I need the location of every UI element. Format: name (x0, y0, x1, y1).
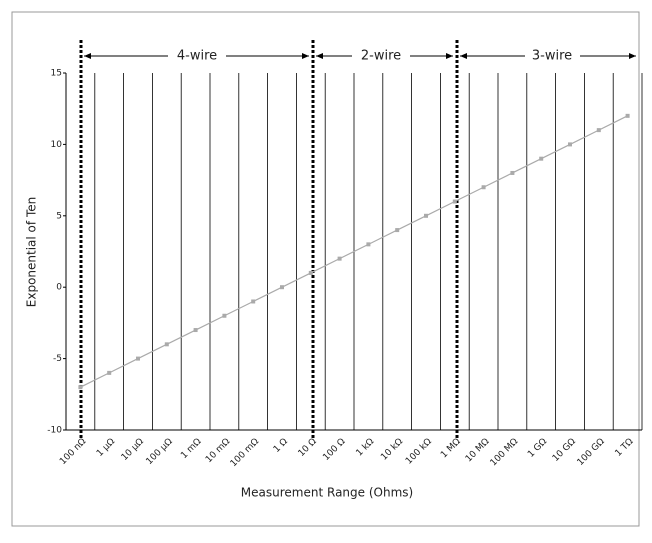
y-tick-label: -10 (47, 426, 62, 436)
x-tick-label: 100 nΩ (58, 437, 88, 467)
x-tick-label: 100 MΩ (489, 437, 521, 469)
data-point (78, 385, 83, 390)
x-tick-label: 10 kΩ (379, 437, 405, 463)
annotation: 4-wire (177, 49, 217, 64)
data-point (107, 370, 112, 375)
data-point (337, 256, 342, 261)
data-point (222, 313, 227, 318)
annotation: 2-wire (361, 49, 401, 64)
x-tick-label: 100 mΩ (229, 437, 261, 469)
x-axis-label: Measurement Range (Ohms) (241, 486, 413, 500)
x-tick-label: 10 GΩ (551, 437, 578, 464)
y-axis-label: Exponential of Ten (25, 197, 39, 307)
y-tick-label: -5 (53, 354, 62, 364)
x-tick-label: 100 µΩ (145, 437, 175, 467)
data-point (539, 156, 544, 161)
x-tick-label: 100 Ω (321, 437, 347, 463)
x-tick-label: 100 GΩ (576, 437, 607, 468)
y-tick-label: 5 (56, 211, 62, 221)
arrows (84, 53, 636, 59)
x-tick-label: 1 µΩ (95, 437, 117, 459)
data-point (568, 142, 572, 147)
boundaries (79, 40, 459, 440)
x-tick-label: 1 MΩ (439, 437, 463, 461)
x-tick-label: 10 mΩ (204, 437, 232, 465)
y-tick-label: 10 (51, 140, 63, 150)
x-tick-label: 10 MΩ (464, 437, 492, 465)
y-tick-label: 0 (56, 283, 62, 293)
data-point (193, 328, 198, 333)
data-point (164, 342, 169, 347)
x-tick-label: 100 kΩ (404, 437, 434, 467)
x-tick-label: 1 GΩ (526, 437, 549, 460)
x-tick-label: 1 kΩ (355, 437, 377, 459)
x-tick-label: 1 mΩ (179, 437, 203, 461)
series-line (80, 115, 628, 388)
data-point (481, 185, 486, 190)
data-point (136, 356, 140, 361)
x-tick-label: 1 TΩ (614, 437, 636, 459)
data-point (308, 270, 313, 275)
data-point (424, 213, 428, 218)
x-tick-label: 10 Ω (297, 437, 319, 459)
frame (11, 11, 640, 527)
x-tick-label: 10 µΩ (120, 437, 146, 463)
data-point (280, 285, 284, 290)
annotation: 3-wire (532, 49, 572, 64)
data-point (596, 128, 601, 133)
data-point (510, 170, 515, 175)
x-tick-label: 1 Ω (272, 437, 290, 455)
y-tick-label: 15 (51, 69, 62, 79)
data-point (452, 199, 457, 204)
data-point (395, 228, 400, 233)
data-point (366, 242, 371, 247)
data-point (625, 113, 630, 118)
data-point (251, 299, 256, 304)
